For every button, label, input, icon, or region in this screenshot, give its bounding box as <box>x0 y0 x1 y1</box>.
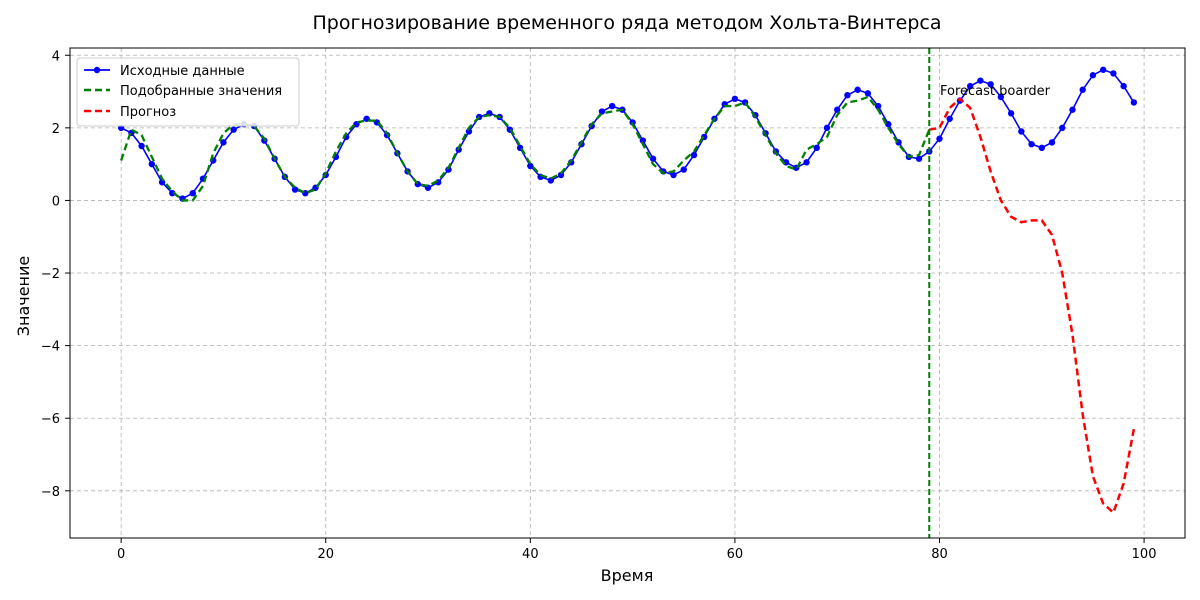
series-original-point <box>220 139 227 146</box>
series-original-point <box>138 142 145 150</box>
series-original-point <box>598 108 606 115</box>
series-original-point <box>527 162 534 170</box>
series-original-point <box>987 81 994 88</box>
y-axis-label: Значение <box>14 256 33 337</box>
y-tick-label: 4 <box>52 49 60 64</box>
series-original-point <box>1089 72 1097 79</box>
series-original-point <box>169 189 176 197</box>
legend-label-original: Исходные данные <box>120 64 245 79</box>
plot-frame <box>69 47 1186 539</box>
series-original-point <box>966 82 974 90</box>
series-original-point <box>1018 128 1025 135</box>
y-tick-label: −4 <box>41 340 60 355</box>
y-tick-label: −8 <box>41 485 60 500</box>
series-original-point <box>803 159 810 166</box>
series-original-point <box>608 102 616 110</box>
x-tick-label: 0 <box>117 547 125 562</box>
legend-entry-forecast: Прогноз <box>84 105 176 120</box>
x-tick-label: 100 <box>1132 547 1157 562</box>
legend-entry-original: Исходные данные <box>84 64 245 79</box>
series-original-point <box>1099 66 1107 73</box>
series-original-point <box>823 124 831 132</box>
y-tick-label: 2 <box>52 122 60 137</box>
series-original-point <box>670 171 677 179</box>
legend-label-forecast: Прогноз <box>120 105 176 120</box>
legend-marker-original <box>93 66 101 74</box>
y-tick-label: −2 <box>41 267 60 282</box>
series-original-point <box>1048 139 1056 146</box>
series-original-point <box>854 86 861 93</box>
x-tick-label: 60 <box>727 547 744 562</box>
series-original-point <box>1007 110 1015 117</box>
series-original-point <box>1038 144 1045 152</box>
series-original-point <box>936 135 943 142</box>
series-original-point <box>731 95 739 103</box>
series-original-point <box>639 137 647 144</box>
series-original-point <box>1110 70 1117 77</box>
series-original-point <box>997 93 1005 101</box>
series-original-point <box>690 151 698 159</box>
series-original-point <box>946 115 953 122</box>
series-original-point <box>148 160 156 168</box>
series-original-point <box>1079 86 1086 93</box>
legend-entry-fitted: Подобранные значения <box>84 84 282 99</box>
forecast-boundary-annotation: Forecast boarder <box>940 84 1051 99</box>
series-original-point <box>1028 140 1035 148</box>
series-original-point <box>834 106 841 113</box>
y-tick-label: 0 <box>52 194 60 209</box>
series-original-point <box>915 155 923 162</box>
series-original-point <box>291 186 299 193</box>
legend-box <box>76 57 300 127</box>
x-tick-label: 40 <box>522 547 539 562</box>
series-original-point <box>864 90 872 97</box>
legend-label-fitted: Подобранные значения <box>120 84 282 99</box>
series-original-point <box>557 171 565 179</box>
series-original-point <box>1120 82 1127 90</box>
series-original-point <box>977 77 984 84</box>
series-original-point <box>230 126 237 133</box>
series-original-point <box>680 166 687 173</box>
series-forecast-line <box>929 97 1136 515</box>
y-tick-label: −6 <box>41 412 60 427</box>
series-original-point <box>1069 106 1076 113</box>
series-original-point <box>1059 124 1066 132</box>
series-original-point <box>885 121 892 128</box>
series-original-point <box>813 144 820 152</box>
series-original-point <box>844 91 851 99</box>
series-original-point <box>1130 99 1138 106</box>
series-original-point <box>189 189 196 197</box>
axes: 0 20 40 60 80 100 −8 −6 −4 −2 0 2 4 <box>41 49 1157 562</box>
chart-title: Прогнозирование временного ряда методом … <box>313 12 942 34</box>
series-fitted-line <box>120 95 931 202</box>
series-original-point <box>874 102 882 110</box>
x-tick-label: 80 <box>931 547 948 562</box>
series-original-point <box>649 155 657 162</box>
plot-series <box>117 48 1138 538</box>
x-axis-label: Время <box>601 566 654 585</box>
legend: Исходные данные Подобранные значения Про… <box>76 57 300 127</box>
x-tick-label: 20 <box>317 547 334 562</box>
